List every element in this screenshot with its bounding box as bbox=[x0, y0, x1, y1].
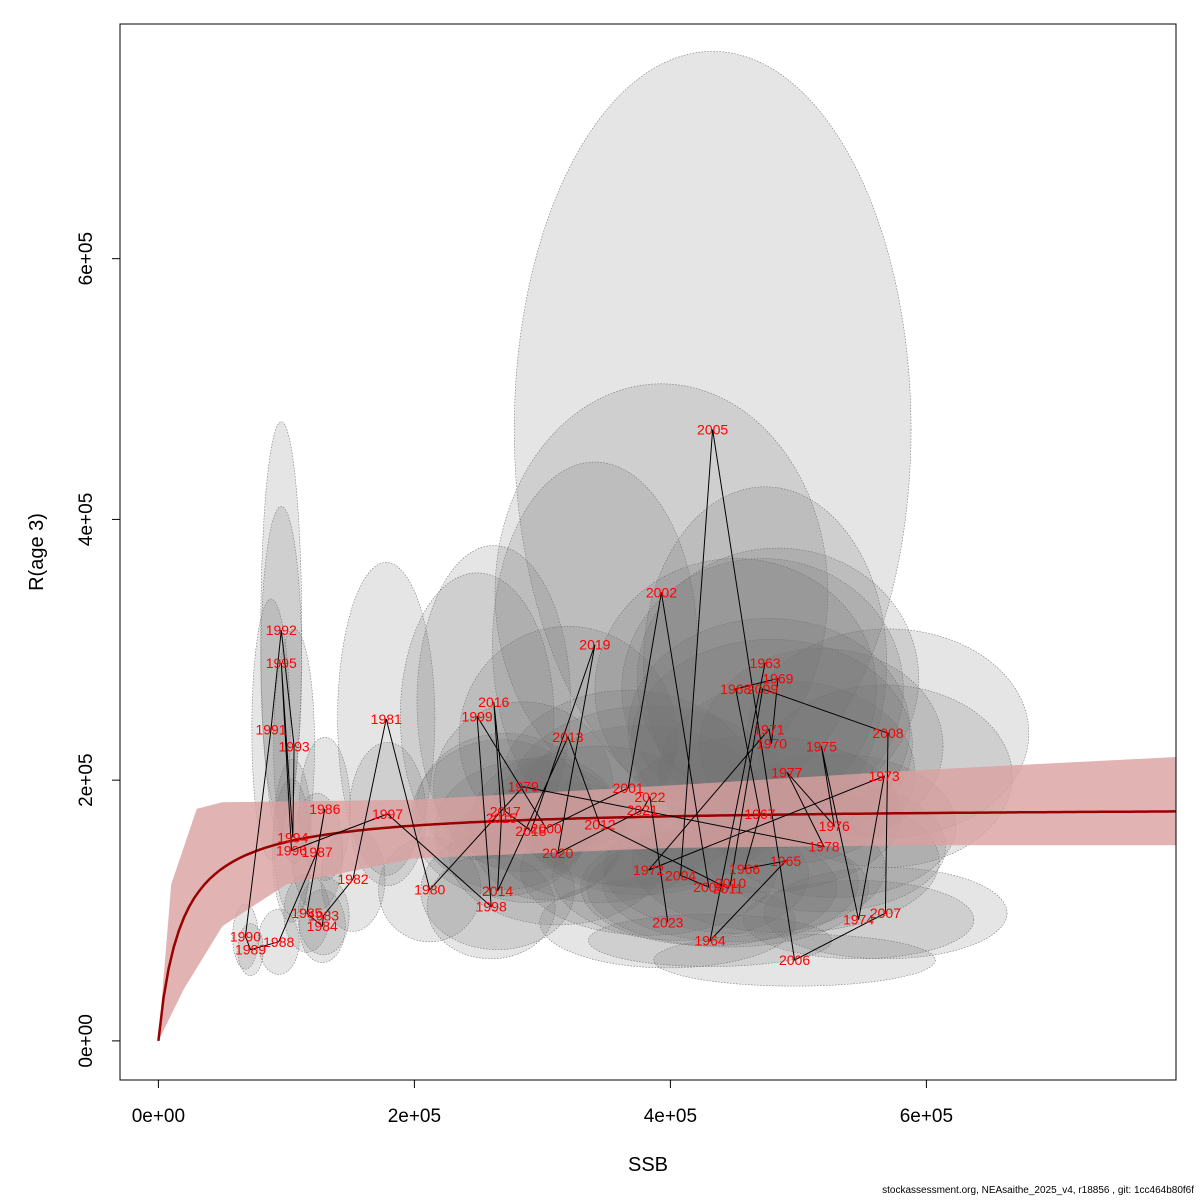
year-label-2023: 2023 bbox=[652, 914, 683, 930]
year-label-2015: 2015 bbox=[486, 810, 517, 826]
year-label-1981: 1981 bbox=[371, 711, 402, 727]
year-label-1964: 1964 bbox=[695, 933, 726, 949]
year-label-1982: 1982 bbox=[337, 871, 368, 887]
year-label-1992: 1992 bbox=[266, 622, 297, 638]
year-label-1989: 1989 bbox=[235, 942, 266, 958]
year-label-1990: 1990 bbox=[230, 929, 261, 945]
x-tick-label: 4e+05 bbox=[644, 1106, 697, 1127]
year-label-2006: 2006 bbox=[779, 952, 810, 968]
year-label-2012: 2012 bbox=[584, 816, 615, 832]
year-label-2002: 2002 bbox=[646, 584, 677, 600]
year-label-1963: 1963 bbox=[750, 655, 781, 671]
year-label-1984: 1984 bbox=[307, 918, 338, 934]
year-label-1994: 1994 bbox=[277, 830, 308, 846]
year-label-1985: 1985 bbox=[291, 905, 322, 921]
year-label-1966: 1966 bbox=[729, 861, 760, 877]
year-label-1965: 1965 bbox=[770, 853, 801, 869]
year-label-1969: 1969 bbox=[762, 670, 793, 686]
year-label-1980: 1980 bbox=[414, 882, 445, 898]
y-axis: 0e+00 2e+05 4e+05 6e+05 bbox=[76, 232, 121, 1068]
year-label-1973: 1973 bbox=[869, 768, 900, 784]
year-label-2010: 2010 bbox=[715, 875, 746, 891]
year-label-1995: 1995 bbox=[266, 655, 297, 671]
year-label-1993: 1993 bbox=[279, 738, 310, 754]
year-label-1987: 1987 bbox=[302, 844, 333, 860]
x-axis: 0e+00 2e+05 4e+05 6e+05 bbox=[132, 1079, 953, 1127]
year-label-1972: 1972 bbox=[633, 862, 664, 878]
year-label-1970: 1970 bbox=[756, 736, 787, 752]
year-label-1967: 1967 bbox=[744, 806, 775, 822]
year-label-1996: 1996 bbox=[276, 843, 307, 859]
year-label-2007: 2007 bbox=[870, 905, 901, 921]
year-label-1988: 1988 bbox=[263, 934, 294, 950]
y-tick-label: 6e+05 bbox=[76, 232, 97, 285]
year-path bbox=[244, 429, 889, 961]
year-label-2019: 2019 bbox=[579, 637, 610, 653]
y-tick-label: 2e+05 bbox=[76, 753, 97, 806]
year-label-1971: 1971 bbox=[753, 721, 784, 737]
year-label-2000: 2000 bbox=[531, 820, 562, 836]
x-tick-label: 2e+05 bbox=[388, 1106, 441, 1127]
x-axis-label: SSB bbox=[628, 1154, 668, 1176]
band-area bbox=[158, 757, 1176, 1041]
year-label-2004: 2004 bbox=[665, 867, 696, 883]
year-label-2022: 2022 bbox=[634, 789, 665, 805]
x-tick-label: 6e+05 bbox=[900, 1106, 953, 1127]
footer-credit: stockassessment.org, NEAsaithe_2025_v4, … bbox=[882, 1185, 1194, 1196]
year-label-1968: 1968 bbox=[720, 681, 751, 697]
year-label-1983: 1983 bbox=[308, 908, 339, 924]
y-tick-label: 4e+05 bbox=[76, 493, 97, 546]
year-label-1991: 1991 bbox=[255, 721, 286, 737]
year-label-2013: 2013 bbox=[552, 729, 583, 745]
year-label-2020: 2020 bbox=[542, 845, 573, 861]
year-label-2009: 2009 bbox=[747, 681, 778, 697]
year-label-2003: 2003 bbox=[693, 879, 724, 895]
y-axis-label: R(age 3) bbox=[26, 513, 48, 591]
year-label-1997: 1997 bbox=[372, 806, 403, 822]
year-label-2005: 2005 bbox=[697, 421, 728, 437]
year-label-1999: 1999 bbox=[462, 708, 493, 724]
year-label-2011: 2011 bbox=[713, 880, 743, 896]
year-label-1978: 1978 bbox=[808, 839, 839, 855]
year-label-2018: 2018 bbox=[515, 823, 546, 839]
year-label-2001: 2001 bbox=[613, 780, 644, 796]
x-tick-label: 0e+00 bbox=[132, 1106, 185, 1127]
year-label-2017: 2017 bbox=[490, 803, 521, 819]
year-label-1976: 1976 bbox=[819, 818, 850, 834]
year-label-2021: 2021 bbox=[627, 802, 658, 818]
y-tick-label: 0e+00 bbox=[76, 1014, 97, 1067]
year-label-2008: 2008 bbox=[872, 725, 903, 741]
year-label-1977: 1977 bbox=[771, 764, 802, 780]
year-label-1974: 1974 bbox=[843, 912, 874, 928]
year-label-2016: 2016 bbox=[478, 694, 509, 710]
year-label-1975: 1975 bbox=[806, 738, 837, 754]
year-label-1998: 1998 bbox=[476, 899, 507, 915]
year-label-1986: 1986 bbox=[309, 801, 340, 817]
year-path-line bbox=[244, 429, 889, 961]
curve-confidence-band bbox=[158, 757, 1176, 1041]
year-label-2014: 2014 bbox=[482, 883, 513, 899]
year-label-1979: 1979 bbox=[508, 779, 539, 795]
